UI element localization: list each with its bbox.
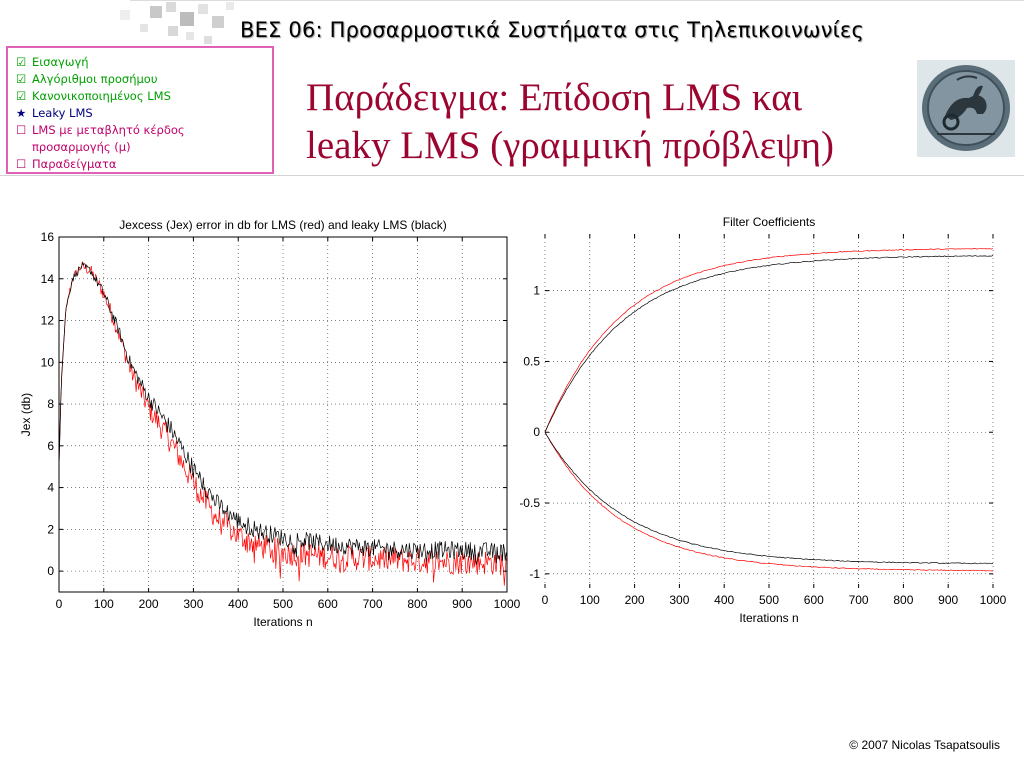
y-tick-label: 6 — [47, 439, 54, 453]
checkbox-empty-icon: ☐ — [16, 157, 27, 171]
slide-title-line2: leaky LMS (γραμμική πρόβλεψη) — [306, 124, 834, 167]
toc-item[interactable]: ☐ LMS με μεταβλητό κέρδος — [16, 122, 264, 139]
checkbox-empty-icon: ☐ — [16, 123, 27, 137]
x-tick-label: 600 — [804, 593, 824, 607]
y-tick-label: 1 — [533, 284, 540, 298]
course-header: ΒΕΣ 06: Προσαρμοστικά Συστήματα στις Τηλ… — [239, 18, 865, 42]
x-tick-label: 900 — [938, 593, 958, 607]
x-axis-label: Iterations n — [739, 611, 798, 625]
charts-area: 0 100 200 300 400 500 600 700 800 900 100002468101… — [19, 215, 1007, 629]
coin-logo — [917, 60, 1015, 157]
x-tick-label: 700 — [849, 593, 869, 607]
toc-item-continuation: προσαρμογής (μ) — [16, 139, 264, 156]
checkbox-checked-icon: ☑ — [16, 89, 27, 103]
toc-item[interactable]: ☐ Παραδείγματα — [16, 156, 264, 173]
toc-item-label: LMS με μεταβλητό κέρδος — [32, 123, 185, 137]
x-tick-label: 400 — [228, 597, 248, 611]
toc-item-label: Αλγόριθμοι προσήμου — [32, 72, 158, 86]
x-tick-label: 200 — [139, 597, 159, 611]
decorative-squares — [120, 2, 234, 44]
plot-area — [59, 237, 507, 592]
chart-title: Filter Coefficients — [723, 215, 815, 229]
x-tick-label: 100 — [94, 597, 114, 611]
chart-title: Jexcess (Jex) error in db for LMS (red) … — [119, 218, 446, 232]
y-tick-label: 8 — [47, 397, 54, 411]
checkbox-checked-icon: ☑ — [16, 72, 27, 86]
toc-item-label: Εισαγωγή — [32, 55, 89, 69]
y-tick-label: 2 — [47, 522, 54, 536]
y-axis-label: Jex (db) — [19, 393, 33, 436]
y-tick-label: 0.5 — [523, 354, 540, 368]
toc-item-label: προσαρμογής (μ) — [32, 140, 131, 154]
slide-title: Παράδειγμα: Επίδοση LMS και leaky LMS (γ… — [306, 74, 906, 170]
y-tick-label: 12 — [41, 314, 55, 328]
series-line — [544, 432, 994, 572]
x-tick-label: 1000 — [980, 593, 1007, 607]
x-tick-label: 100 — [580, 593, 600, 607]
toc-item[interactable]: ☑ Κανονικοποιημένος LMS — [16, 88, 264, 105]
series-line — [544, 248, 994, 433]
series-line — [544, 431, 994, 565]
copyright-footer: © 2007 Nicolas Tsapatsoulis — [849, 738, 1000, 752]
top-rule — [130, 0, 1024, 1]
table-of-contents: ☑ Εισαγωγή ☑ Αλγόριθμοι προσήμου ☑ Κανονικο… — [6, 46, 274, 174]
y-tick-label: 0 — [533, 425, 540, 439]
series-line — [544, 255, 994, 433]
x-tick-label: 200 — [625, 593, 645, 607]
y-tick-label: 0 — [47, 564, 54, 578]
x-tick-label: 400 — [714, 593, 734, 607]
x-tick-label: 800 — [893, 593, 913, 607]
x-tick-label: 300 — [183, 597, 203, 611]
toc-item-label: Leaky LMS — [32, 106, 93, 120]
x-tick-label: 500 — [759, 593, 779, 607]
toc-item[interactable]: ☑ Αλγόριθμοι προσήμου — [16, 71, 264, 88]
toc-item[interactable]: ☑ Εισαγωγή — [16, 54, 264, 71]
star-icon: ★ — [16, 106, 27, 120]
toc-item-label: Παραδείγματα — [32, 157, 117, 171]
x-tick-label: 0 — [56, 597, 63, 611]
x-tick-label: 800 — [407, 597, 427, 611]
x-tick-label: 300 — [669, 593, 689, 607]
y-tick-label: 10 — [41, 355, 55, 369]
y-tick-label: 4 — [47, 481, 54, 495]
series-line — [58, 261, 508, 565]
slide-title-line1: Παράδειγμα: Επίδοση LMS και — [306, 76, 803, 119]
x-axis-label: Iterations n — [253, 615, 312, 629]
y-tick-label: -1 — [529, 567, 540, 581]
y-tick-label: 16 — [41, 230, 55, 244]
separator-line — [0, 175, 1024, 176]
x-tick-label: 1000 — [494, 597, 521, 611]
toc-item-label: Κανονικοποιημένος LMS — [32, 89, 171, 103]
x-tick-label: 0 — [542, 593, 549, 607]
x-tick-label: 700 — [363, 597, 383, 611]
y-tick-label: -0.5 — [519, 496, 540, 510]
checkbox-checked-icon: ☑ — [16, 55, 27, 69]
x-tick-label: 500 — [273, 597, 293, 611]
toc-item-current[interactable]: ★ Leaky LMS — [16, 105, 264, 122]
x-tick-label: 600 — [318, 597, 338, 611]
y-tick-label: 14 — [41, 272, 55, 286]
x-tick-label: 900 — [452, 597, 472, 611]
